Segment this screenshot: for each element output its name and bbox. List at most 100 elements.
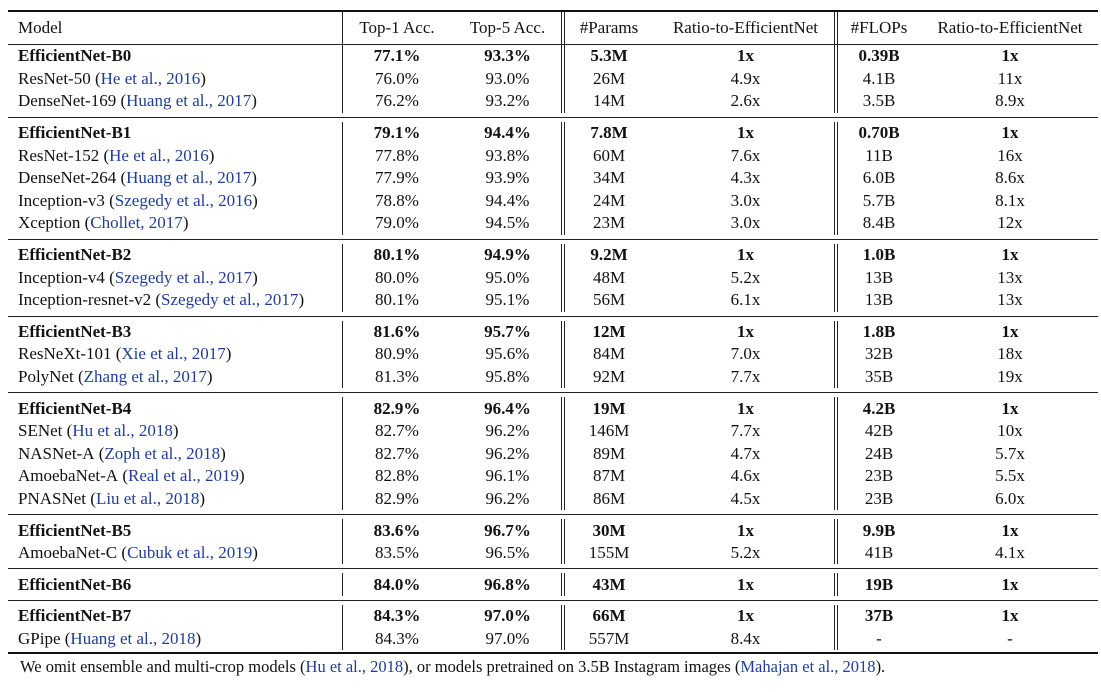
cell-params: 56M (561, 288, 655, 312)
cell-model: Inception-resnet-v2 (Szegedy et al., 201… (18, 290, 305, 310)
cell-flops: 4.1B (834, 67, 922, 91)
header-top1: Top-1 Acc. (342, 12, 452, 44)
cell-ratio-flops: 5.7x (995, 443, 1025, 463)
cell-ratio-flops: 13x (997, 290, 1023, 310)
cell-params: 23M (561, 212, 655, 235)
model-name: EfficientNet-B3 (18, 321, 132, 341)
cell-model: EfficientNet-B4 (8, 397, 342, 420)
cell-model: AmoebaNet-A (Real et al., 2019) (18, 466, 245, 486)
cell-top1: 77.1% (342, 45, 452, 68)
cell-model: DenseNet-169 (Huang et al., 2017) (18, 91, 257, 111)
cell-model: EfficientNet-B1 (8, 122, 342, 145)
cell-ratio-flops: 13x (997, 267, 1023, 287)
cell-model: PNASNet (Liu et al., 2018) (18, 488, 206, 508)
model-citation[interactable]: Huang et al., 2018 (70, 628, 196, 648)
cell-ratio-params: 4.6x (730, 466, 761, 486)
model-citation[interactable]: Zoph et al., 2018 (104, 443, 221, 463)
cell-flops: 0.70B (834, 121, 922, 145)
cell-top5: 94.4% (484, 123, 531, 143)
model-citation[interactable]: Xie et al., 2017 (121, 344, 226, 364)
footnote-text-1: We omit ensemble and multi-crop models ( (20, 657, 306, 677)
model-citation[interactable]: Huang et al., 2017 (126, 168, 252, 188)
model-citation[interactable]: Szegedy et al., 2017 (161, 290, 299, 310)
cell-top1: 79.1% (342, 121, 452, 145)
cell-ratio-params: 4.7x (730, 443, 761, 463)
footnote-text-3: ). (875, 657, 886, 677)
cell-ratio-params: 4.3x (730, 168, 761, 188)
table-group: EfficientNet-B4 82.9% 96.4% 19M 1x 4.2B 1x SENe… (8, 392, 1098, 510)
cell-params: 146M (561, 419, 655, 443)
cell-ratio-flops: 6.0x (995, 488, 1025, 508)
cell-model: Inception-v4 (Szegedy et al., 2017) (18, 267, 258, 287)
cell-ratio-params: 4.9x (730, 68, 761, 88)
cell-ratio-params: 7.7x (730, 367, 761, 387)
table-row: SENet (Hu et al., 2018) 82.7% 96.2% 146M 7.7… (8, 419, 1098, 443)
cell-top5: 97.0% (485, 628, 530, 648)
cell-ratio-params: 2.6x (730, 91, 761, 111)
cell-model: EfficientNet-B3 (8, 321, 342, 344)
model-name: EfficientNet-B2 (18, 245, 132, 265)
model-citation[interactable]: Szegedy et al., 2017 (114, 267, 253, 287)
cell-flops: 24B (834, 442, 922, 466)
cell-ratio-flops: 18x (997, 344, 1023, 364)
model-citation[interactable]: Liu et al., 2018 (95, 488, 200, 508)
table-row: PNASNet (Liu et al., 2018) 82.9% 96.2% 86M 4… (8, 487, 1098, 511)
cell-flops: 35B (834, 365, 922, 389)
model-citation[interactable]: Real et al., 2019 (128, 466, 239, 486)
cell-ratio-flops: 1x (1001, 321, 1019, 341)
model-name: AmoebaNet-A (18, 466, 119, 486)
cell-model: ResNet-50 (He et al., 2016) (18, 68, 206, 88)
table-row: Xception (Chollet, 2017) 79.0% 94.5% 23M 3.0… (8, 212, 1098, 235)
cell-params: 34M (561, 166, 655, 190)
table-row: GPipe (Huang et al., 2018) 84.3% 97.0% 557M… (8, 627, 1098, 651)
cell-ratio-params: 1x (737, 606, 754, 626)
cell-ratio-flops: 1x (1001, 574, 1019, 594)
cell-ratio-params: 5.2x (730, 543, 761, 563)
model-name: PolyNet (18, 367, 74, 387)
table-row: PolyNet (Zhang et al., 2017) 81.3% 95.8% 92… (8, 365, 1098, 389)
model-citation[interactable]: He et al., 2016 (109, 145, 209, 165)
model-citation[interactable]: He et al., 2016 (100, 68, 201, 88)
model-citation[interactable]: Chollet, 2017 (90, 213, 183, 233)
cell-top1: 84.3% (342, 605, 452, 628)
model-citation[interactable]: Zhang et al., 2017 (83, 367, 207, 387)
footnote-citation-2[interactable]: Mahajan et al., 2018 (740, 657, 876, 677)
model-citation[interactable]: Szegedy et al., 2016 (114, 190, 253, 210)
cell-ratio-params: 1x (737, 520, 754, 540)
cell-top1: 81.3% (342, 365, 452, 389)
footnote-citation-1[interactable]: Hu et al., 2018 (305, 657, 404, 677)
cell-params: 87M (561, 465, 655, 488)
cell-ratio-flops: 1x (1001, 123, 1019, 143)
cell-ratio-params: 7.0x (730, 344, 761, 364)
cell-params: 9.2M (561, 243, 655, 267)
cell-ratio-params: 1x (737, 46, 754, 66)
header-params: #Params (561, 12, 655, 44)
cell-flops: 4.2B (834, 397, 922, 420)
cell-params: 5.3M (561, 45, 655, 68)
model-citation[interactable]: Cubuk et al., 2019 (127, 543, 253, 563)
table-row: EfficientNet-B6 84.0% 96.8% 43M 1x 19B 1x (8, 573, 1098, 596)
cell-ratio-flops: 1x (1001, 245, 1019, 265)
model-name: ResNet-50 (18, 68, 91, 88)
cell-top1: 83.6% (342, 519, 452, 542)
model-citation[interactable]: Hu et al., 2018 (72, 421, 173, 441)
model-citation[interactable]: Huang et al., 2017 (126, 91, 252, 111)
cell-flops: 13B (834, 266, 922, 289)
table-row: ResNet-50 (He et al., 2016) 76.0% 93.0% 26M… (8, 67, 1098, 91)
cell-ratio-flops: 1x (1001, 398, 1019, 418)
cell-params: 19M (561, 397, 655, 420)
cell-top1: 83.5% (342, 541, 452, 565)
cell-params: 60M (561, 144, 655, 167)
cell-model: Xception (Chollet, 2017) (18, 213, 189, 233)
model-name: ResNet-152 (18, 145, 100, 165)
model-name: EfficientNet-B0 (18, 46, 132, 66)
cell-top1: 80.9% (342, 343, 452, 366)
cell-ratio-flops: 16x (997, 145, 1023, 165)
cell-top1: 82.9% (342, 487, 452, 511)
table-group: EfficientNet-B1 79.1% 94.4% 7.8M 1x 0.70B 1x Re… (8, 116, 1098, 235)
header-model: Model (18, 18, 63, 37)
table-row: Inception-resnet-v2 (Szegedy et al., 201… (8, 288, 1098, 312)
cell-top5: 93.8% (485, 145, 530, 165)
cell-flops: 1.8B (834, 320, 922, 344)
cell-params: 92M (561, 365, 655, 389)
